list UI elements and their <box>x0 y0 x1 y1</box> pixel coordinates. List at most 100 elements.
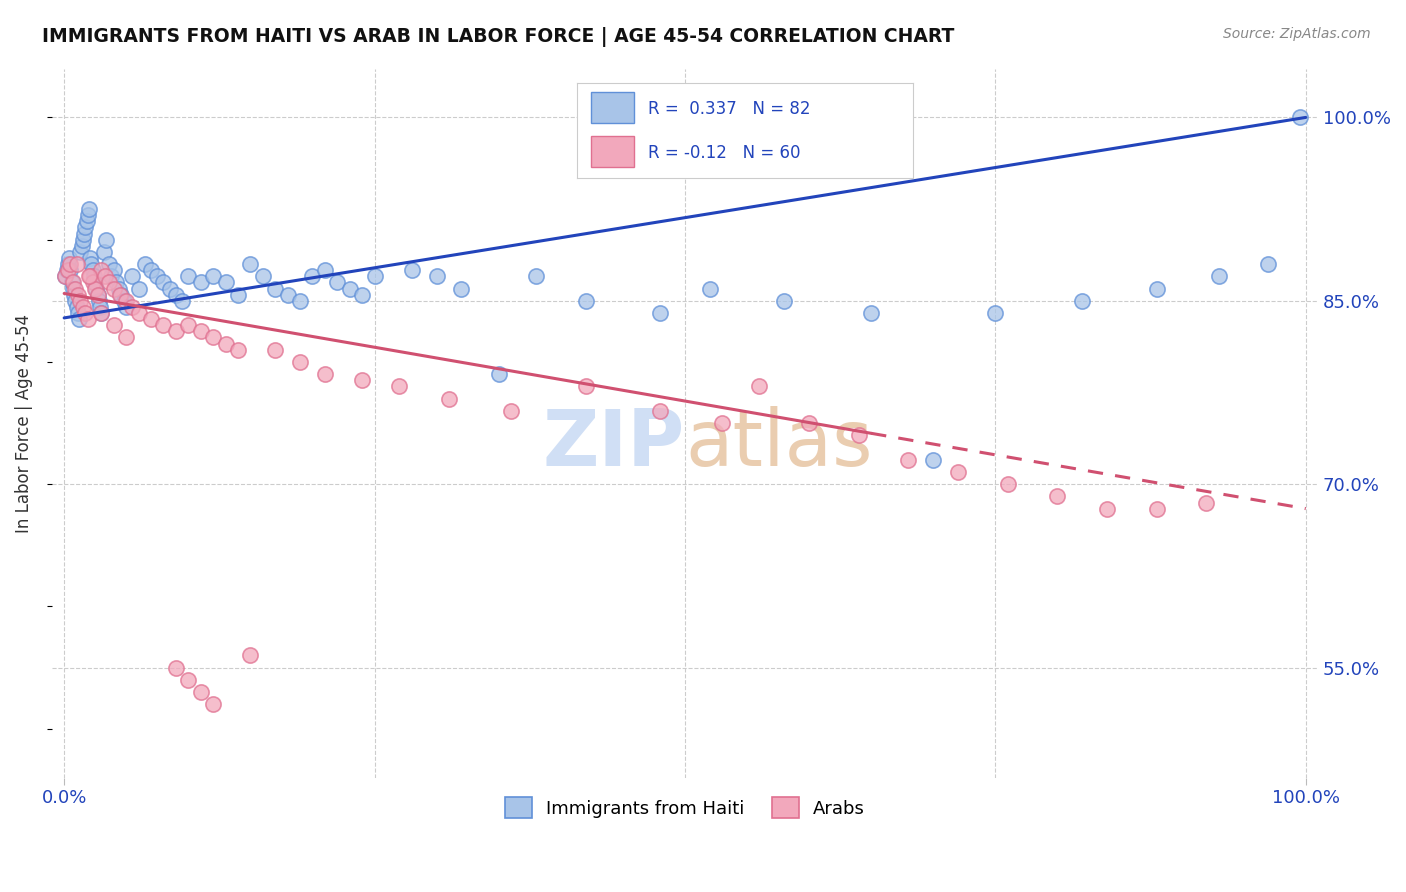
Point <box>108 287 131 301</box>
Point <box>363 269 385 284</box>
Point <box>984 306 1007 320</box>
Point <box>128 282 150 296</box>
Point <box>79 251 101 265</box>
Point <box>97 276 120 290</box>
Point <box>86 282 108 296</box>
Point <box>86 287 108 301</box>
Point <box>82 263 104 277</box>
Point <box>73 227 96 241</box>
Point <box>401 263 423 277</box>
Point <box>748 379 770 393</box>
Point <box>77 202 100 216</box>
Point <box>56 263 79 277</box>
Point <box>264 343 287 357</box>
Point <box>76 208 98 222</box>
Legend: Immigrants from Haiti, Arabs: Immigrants from Haiti, Arabs <box>498 790 872 825</box>
Point <box>121 269 143 284</box>
Point <box>79 269 101 284</box>
Point <box>139 312 162 326</box>
Point <box>94 269 117 284</box>
Point <box>75 220 97 235</box>
Point <box>59 257 82 271</box>
Point <box>165 660 187 674</box>
Point <box>65 282 87 296</box>
Point <box>277 287 299 301</box>
Point <box>501 404 523 418</box>
Point <box>134 257 156 271</box>
Point <box>84 276 107 290</box>
Point <box>426 269 449 284</box>
Point <box>103 282 125 296</box>
Text: atlas: atlas <box>685 407 873 483</box>
Point <box>70 239 93 253</box>
Point <box>773 293 796 308</box>
Point <box>77 269 100 284</box>
Point <box>922 452 945 467</box>
Point <box>107 282 129 296</box>
Point <box>89 300 111 314</box>
Point <box>897 452 920 467</box>
Point <box>352 373 374 387</box>
Point <box>60 276 83 290</box>
Point <box>252 269 274 284</box>
Point <box>437 392 460 406</box>
Point <box>388 379 411 393</box>
Point <box>1146 282 1168 296</box>
Point <box>264 282 287 296</box>
Point <box>226 287 249 301</box>
Point <box>110 287 132 301</box>
Point <box>165 287 187 301</box>
Point <box>67 312 90 326</box>
Point <box>797 416 820 430</box>
Point <box>848 428 870 442</box>
Point <box>115 330 138 344</box>
Point <box>177 673 200 687</box>
Point <box>72 300 94 314</box>
Point <box>97 257 120 271</box>
Point <box>326 276 349 290</box>
Point <box>90 306 112 320</box>
Point <box>83 269 105 284</box>
Point <box>65 293 87 308</box>
Point <box>288 355 311 369</box>
Point <box>524 269 547 284</box>
Point <box>86 287 108 301</box>
Point <box>1095 501 1118 516</box>
Point <box>76 214 98 228</box>
Point <box>339 282 361 296</box>
Point <box>69 244 91 259</box>
Point <box>301 269 323 284</box>
Point <box>62 282 84 296</box>
Point <box>575 293 598 308</box>
Point <box>488 367 510 381</box>
Point <box>226 343 249 357</box>
Point <box>172 293 194 308</box>
Point <box>93 244 115 259</box>
Point <box>1146 501 1168 516</box>
Point <box>152 318 174 333</box>
Point <box>352 287 374 301</box>
Point <box>450 282 472 296</box>
Point <box>152 276 174 290</box>
Point <box>56 257 79 271</box>
Y-axis label: In Labor Force | Age 45-54: In Labor Force | Age 45-54 <box>15 314 32 533</box>
Point <box>314 367 336 381</box>
Point <box>115 293 138 308</box>
Text: Source: ZipAtlas.com: Source: ZipAtlas.com <box>1223 27 1371 41</box>
Point <box>202 269 225 284</box>
Point <box>112 293 135 308</box>
Point <box>648 306 671 320</box>
Point <box>65 300 87 314</box>
Point <box>239 257 262 271</box>
Point <box>84 282 107 296</box>
Point <box>72 233 94 247</box>
Point <box>100 269 122 284</box>
Point <box>159 282 181 296</box>
Point <box>214 336 236 351</box>
Point <box>314 263 336 277</box>
Text: IMMIGRANTS FROM HAITI VS ARAB IN LABOR FORCE | AGE 45-54 CORRELATION CHART: IMMIGRANTS FROM HAITI VS ARAB IN LABOR F… <box>42 27 955 46</box>
Point <box>177 269 200 284</box>
Point <box>1046 489 1069 503</box>
Point <box>190 324 212 338</box>
Point <box>202 330 225 344</box>
